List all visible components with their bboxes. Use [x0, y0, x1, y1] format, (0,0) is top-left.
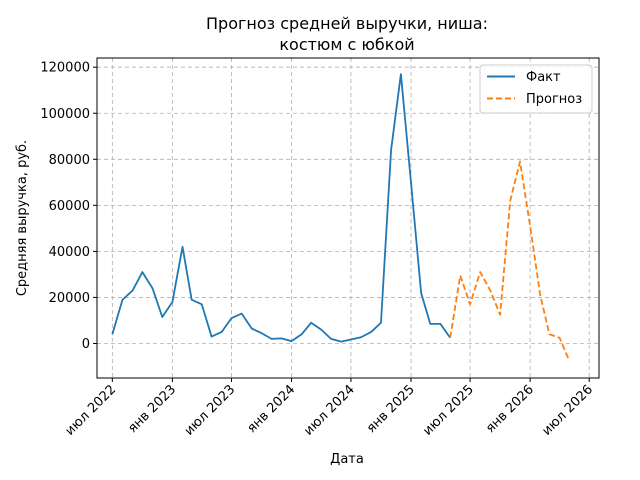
legend: Факт Прогноз — [479, 64, 593, 114]
x-tick-label: июл 2025 — [420, 382, 477, 439]
x-tick-label: июл 2022 — [63, 382, 120, 439]
y-tick-label: 120000 — [40, 61, 90, 76]
x-tick-label: янв 2023 — [125, 382, 179, 436]
grid-lines — [97, 58, 599, 378]
plot-area-frame — [96, 57, 600, 379]
y-tick-label: 60000 — [49, 199, 90, 214]
x-tick-label: июл 2024 — [301, 382, 358, 439]
x-tick-label: июл 2023 — [182, 382, 239, 439]
series-lines — [111, 73, 571, 362]
series-line-fact — [111, 73, 451, 343]
y-tick-label: 100000 — [40, 107, 90, 122]
y-tick-label: 20000 — [49, 291, 90, 306]
x-tick-label: июл 2026 — [540, 382, 597, 439]
axis-ticks: 0 20000 40000 60000 80000 100000 120000 июл 202… — [40, 61, 596, 439]
x-tick-label: янв 2026 — [483, 382, 537, 436]
chart-title-line-1: Прогноз средней выручки, ниша: — [206, 14, 488, 33]
x-tick-label: янв 2025 — [364, 382, 418, 436]
x-tick-label: янв 2024 — [244, 382, 298, 436]
x-axis-label: Дата — [330, 452, 364, 467]
y-tick-label: 80000 — [49, 153, 90, 168]
chart-title-line-2: костюм с юбкой — [279, 35, 414, 54]
y-tick-label: 0 — [82, 337, 90, 352]
legend-label-forecast: Прогноз — [526, 92, 582, 107]
y-tick-label: 40000 — [49, 245, 90, 260]
series-line-forecast — [449, 160, 571, 362]
y-axis-label: Средняя выручка, руб. — [15, 140, 30, 296]
legend-label-fact: Факт — [526, 70, 561, 85]
